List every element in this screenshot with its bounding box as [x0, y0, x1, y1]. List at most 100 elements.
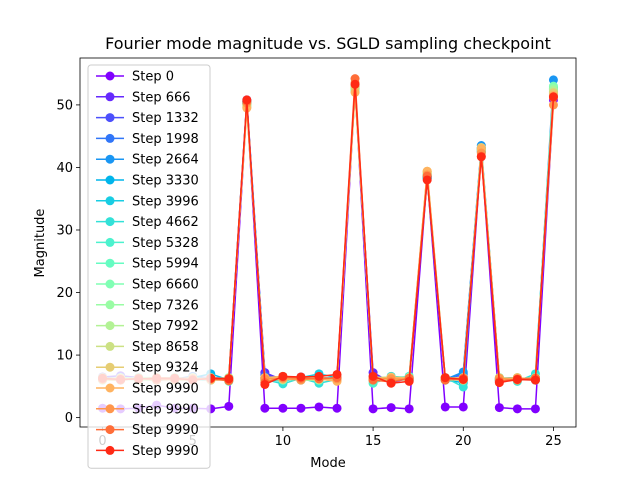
data-point: [314, 371, 324, 381]
legend-label: Step 2664: [132, 153, 199, 168]
x-tick-label: 25: [545, 434, 562, 449]
legend-marker: [105, 92, 115, 102]
legend-marker: [105, 341, 115, 351]
legend-marker: [105, 154, 115, 164]
legend-label: Step 3330: [132, 174, 199, 189]
x-axis-label: Mode: [310, 456, 345, 471]
legend-marker: [105, 321, 115, 331]
legend-label: Step 9990: [132, 402, 199, 417]
legend-item: Step 0: [96, 70, 174, 85]
legend-item: Step 7326: [96, 298, 199, 313]
data-point: [440, 373, 450, 383]
legend-marker: [105, 258, 115, 268]
plot-frame: [79, 57, 577, 428]
x-tick-label: 15: [365, 434, 382, 449]
legend-item: Step 3996: [96, 194, 199, 209]
data-point: [386, 403, 396, 413]
legend-marker: [105, 383, 115, 393]
legend-marker: [105, 425, 115, 435]
legend-marker: [105, 300, 115, 310]
legend-item: Step 3330: [96, 174, 199, 189]
data-point: [548, 92, 558, 102]
legend-label: Step 9990: [132, 423, 199, 438]
legend-label: Step 9324: [132, 361, 199, 376]
legend-item: Step 9990: [96, 402, 199, 417]
data-point: [278, 403, 288, 413]
legend-label: Step 1332: [132, 111, 199, 126]
legend-marker: [105, 175, 115, 185]
legend-label: Step 7326: [132, 298, 199, 313]
chart-title: Fourier mode magnitude vs. SGLD sampling…: [105, 34, 551, 53]
data-point: [242, 95, 252, 105]
legend-label: Step 6660: [132, 278, 199, 293]
legend-label: Step 8658: [132, 340, 199, 355]
data-point: [332, 403, 342, 413]
legend-item: Step 2664: [96, 153, 199, 168]
legend: Step 0 Step 666 Step 1332 Step 1998 Step 266…: [87, 64, 211, 469]
legend-label: Step 666: [132, 90, 191, 105]
data-point: [494, 378, 504, 388]
y-tick-label: 10: [56, 349, 73, 364]
legend-marker: [105, 279, 115, 289]
legend-item: Step 9990: [96, 382, 199, 397]
legend-item: Step 9990: [96, 444, 199, 459]
y-axis-label: Magnitude: [33, 209, 48, 278]
legend-item: Step 9324: [96, 361, 199, 376]
data-point: [224, 374, 234, 384]
data-point: [530, 375, 540, 385]
data-point: [458, 374, 468, 384]
data-point: [530, 404, 540, 414]
legend-label: Step 7992: [132, 319, 199, 334]
legend-marker: [105, 362, 115, 372]
legend-marker: [105, 445, 115, 455]
x-tick-label: 10: [275, 434, 292, 449]
data-point: [368, 404, 378, 414]
legend-label: Step 1998: [132, 132, 199, 147]
data-point: [314, 402, 324, 412]
data-point: [476, 152, 486, 162]
data-point: [512, 404, 522, 414]
data-point: [458, 382, 468, 392]
axes-layer: 051015202501020304050: [56, 57, 577, 449]
legend-item: Step 7992: [96, 319, 199, 334]
data-point: [548, 75, 558, 85]
data-point: [494, 403, 504, 413]
legend-item: Step 6660: [96, 278, 199, 293]
legend-item: Step 1998: [96, 132, 199, 147]
legend-marker: [105, 404, 115, 414]
data-point: [350, 79, 360, 89]
data-point: [422, 175, 432, 185]
legend-marker: [105, 113, 115, 123]
data-point: [386, 378, 396, 388]
legend-marker: [105, 196, 115, 206]
legend-item: Step 666: [96, 90, 191, 105]
data-point: [404, 404, 414, 414]
legend-label: Step 9990: [132, 382, 199, 397]
data-point: [440, 402, 450, 412]
data-point: [404, 376, 414, 386]
legend-item: Step 5328: [96, 236, 199, 251]
y-tick-label: 20: [56, 286, 73, 301]
data-point: [296, 372, 306, 382]
legend-marker: [105, 71, 115, 81]
legend-label: Step 4662: [132, 215, 199, 230]
data-point: [368, 371, 378, 381]
data-point: [224, 401, 234, 411]
data-point: [512, 374, 522, 384]
y-tick-label: 40: [56, 161, 73, 176]
data-point: [260, 403, 270, 413]
x-tick-label: 20: [455, 434, 472, 449]
data-point: [332, 369, 342, 379]
legend-label: Step 9990: [132, 444, 199, 459]
y-tick-label: 30: [56, 223, 73, 238]
legend-label: Step 5328: [132, 236, 199, 251]
legend-item: Step 8658: [96, 340, 199, 355]
legend-label: Step 3996: [132, 194, 199, 209]
legend-label: Step 5994: [132, 257, 199, 272]
y-tick-label: 0: [65, 411, 73, 426]
data-point: [260, 379, 270, 389]
legend-item: Step 5994: [96, 257, 199, 272]
legend-label: Step 0: [132, 70, 174, 85]
data-point: [458, 402, 468, 412]
